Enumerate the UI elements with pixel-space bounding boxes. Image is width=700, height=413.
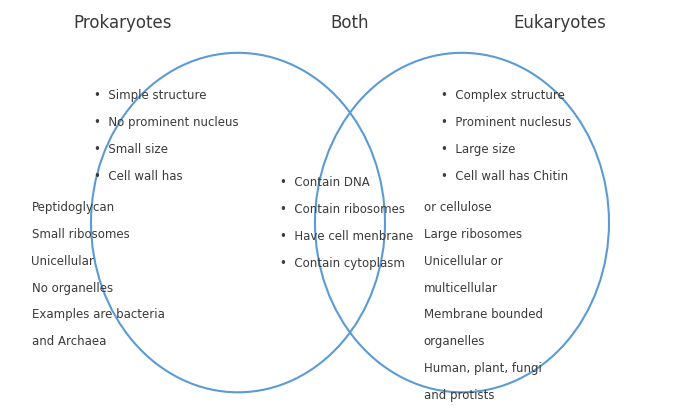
- Text: Eukaryotes: Eukaryotes: [514, 14, 606, 32]
- Text: and Archaea: and Archaea: [32, 335, 106, 347]
- Text: •  Contain DNA: • Contain DNA: [280, 176, 370, 188]
- Text: Both: Both: [330, 14, 370, 32]
- Text: •  Prominent nuclesus: • Prominent nuclesus: [441, 116, 571, 128]
- Text: •  Cell wall has Chitin: • Cell wall has Chitin: [441, 169, 568, 182]
- Text: Unicellular or: Unicellular or: [424, 254, 503, 267]
- Text: No organelles: No organelles: [32, 281, 113, 294]
- Text: Human, plant, fungi: Human, plant, fungi: [424, 361, 541, 374]
- Text: •  Large size: • Large size: [441, 142, 515, 155]
- Text: Examples are bacteria: Examples are bacteria: [32, 308, 164, 320]
- Text: •  Cell wall has: • Cell wall has: [94, 169, 183, 182]
- Text: Small ribosomes: Small ribosomes: [32, 227, 130, 240]
- Text: Large ribosomes: Large ribosomes: [424, 227, 522, 240]
- Text: •  Contain cytoplasm: • Contain cytoplasm: [280, 256, 405, 269]
- Text: and protists: and protists: [424, 388, 494, 401]
- Text: •  Simple structure: • Simple structure: [94, 89, 207, 102]
- Text: •  Complex structure: • Complex structure: [441, 89, 565, 102]
- Text: •  Have cell menbrane: • Have cell menbrane: [280, 229, 413, 242]
- Text: •  Small size: • Small size: [94, 142, 169, 155]
- Text: •  No prominent nucleus: • No prominent nucleus: [94, 116, 239, 128]
- Text: Prokaryotes: Prokaryotes: [74, 14, 172, 32]
- Text: or cellulose: or cellulose: [424, 200, 491, 213]
- Text: Membrane bounded: Membrane bounded: [424, 308, 542, 320]
- Text: organelles: organelles: [424, 335, 485, 347]
- Text: Unicellular: Unicellular: [32, 254, 94, 267]
- Text: Peptidoglycan: Peptidoglycan: [32, 200, 115, 213]
- Text: •  Contain ribosomes: • Contain ribosomes: [280, 202, 405, 215]
- Text: multicellular: multicellular: [424, 281, 498, 294]
